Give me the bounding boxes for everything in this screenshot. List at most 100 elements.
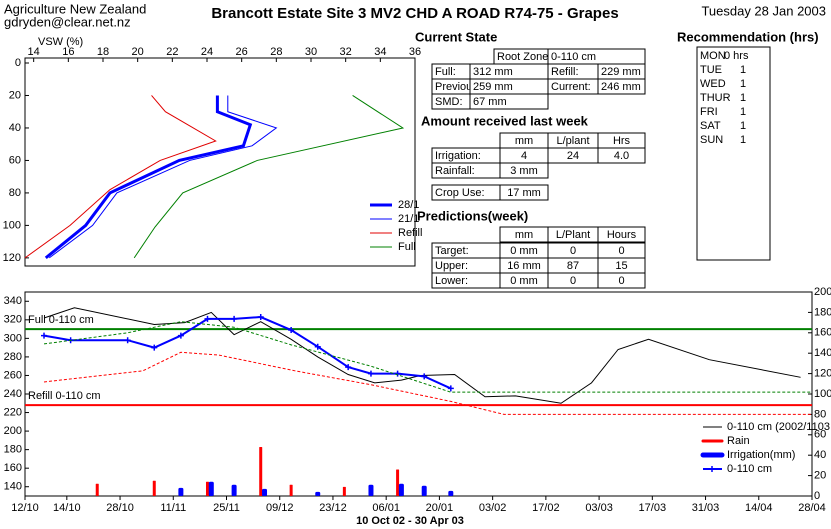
- legend-label: 28/1: [398, 199, 419, 211]
- cell-text: 0: [570, 245, 576, 257]
- cell-text: mm: [515, 229, 533, 241]
- cell-text: Hours: [607, 229, 637, 241]
- marker: [421, 373, 428, 380]
- bar: [262, 488, 268, 496]
- bar: [342, 486, 346, 496]
- x-tick-label: 25/11: [213, 502, 240, 514]
- bar: [315, 491, 321, 496]
- reference-label: Full 0-110 cm: [28, 314, 94, 326]
- marker: [345, 364, 352, 371]
- bar: [231, 484, 237, 496]
- marker: [314, 343, 321, 350]
- series-line: [43, 307, 801, 404]
- y-tick-label: 140: [4, 481, 22, 493]
- legend-label: 0-110 cm: [727, 463, 772, 475]
- series-line: [43, 351, 812, 415]
- y2-tick-label: 0: [814, 490, 820, 502]
- x-tick-label: 28/04: [798, 502, 826, 514]
- cell-text: Lower:: [435, 275, 468, 287]
- y-tick-label: 0: [15, 57, 21, 69]
- cell-text: 312 mm: [473, 66, 513, 78]
- y2-tick-label: 40: [814, 449, 826, 461]
- profile-line: [133, 95, 405, 259]
- day: SAT: [700, 120, 721, 132]
- legend-label: Full: [398, 241, 416, 253]
- legend-marker: [709, 466, 715, 472]
- x-tick-label: 34: [374, 46, 386, 58]
- heading: Recommendation (hrs): [677, 29, 819, 44]
- y-tick-label: 60: [9, 154, 21, 166]
- x-tick-label: 11/11: [160, 502, 186, 514]
- reference-label: Refill 0-110 cm: [28, 390, 101, 402]
- day: MON: [700, 50, 726, 62]
- series-line: [43, 321, 812, 393]
- heading: Amount received last week: [421, 113, 589, 128]
- y2-tick-label: 100: [814, 388, 831, 400]
- marker: [367, 370, 374, 377]
- x-tick-label: 22: [166, 46, 178, 58]
- y-tick-label: 320: [4, 314, 22, 326]
- x-tick-label: 23/12: [319, 502, 347, 514]
- cell-text: Previous:: [435, 81, 481, 93]
- x-tick-label: 20/01: [426, 502, 454, 514]
- y-tick-label: 340: [4, 295, 22, 307]
- cell-text: L/Plant: [556, 229, 590, 241]
- x-axis-label: 10 Oct 02 - 30 Apr 03: [356, 515, 464, 527]
- y2-tick-label: 20: [814, 470, 826, 482]
- bar: [396, 469, 400, 496]
- cell-text: Crop Use:: [435, 187, 485, 199]
- x-tick-label: 03/03: [585, 502, 613, 514]
- y-tick-label: 180: [4, 444, 22, 456]
- bar: [259, 447, 263, 496]
- cell-text: 4.0: [614, 150, 629, 162]
- legend-label: Irrigation(mm): [727, 449, 795, 461]
- x-tick-label: 28/10: [106, 502, 134, 514]
- cell-text: Root Zone:: [497, 51, 551, 63]
- x-axis-label: VSW (%): [38, 36, 83, 48]
- bar: [152, 480, 156, 496]
- y-tick-label: 280: [4, 351, 22, 363]
- cell-text: 0: [618, 275, 624, 287]
- y2-tick-label: 60: [814, 429, 826, 441]
- x-tick-label: 12/10: [11, 502, 39, 514]
- cell-text: Upper:: [435, 260, 468, 272]
- legend-label: Refill: [398, 227, 422, 239]
- marker: [231, 315, 238, 322]
- profile-line: [48, 95, 278, 259]
- cell-text: SMD:: [435, 96, 463, 108]
- legend-label: Rain: [727, 435, 750, 447]
- marker: [204, 315, 211, 322]
- x-tick-label: 16: [62, 46, 74, 58]
- cell-text: Current:: [551, 81, 591, 93]
- marker: [288, 327, 295, 334]
- x-tick-label: 28: [270, 46, 282, 58]
- bar: [208, 481, 214, 496]
- cell-text: 0: [618, 245, 624, 257]
- table-cell: [597, 272, 646, 289]
- marker: [124, 337, 131, 344]
- heading: Current State: [415, 29, 497, 44]
- y-tick-label: 20: [9, 89, 21, 101]
- x-tick-label: 30: [305, 46, 317, 58]
- day: SUN: [700, 134, 723, 146]
- x-tick-label: 18: [97, 46, 109, 58]
- table-cell: [597, 147, 646, 164]
- cell-text: 4: [521, 150, 527, 162]
- marker: [447, 385, 454, 392]
- cell-text: 24: [567, 150, 579, 162]
- heading: Predictions(week): [417, 208, 528, 223]
- table-cell: [597, 78, 646, 95]
- cell-text: Full:: [435, 66, 456, 78]
- x-tick-label: 31/03: [692, 502, 720, 514]
- y-tick-label: 300: [4, 332, 22, 344]
- day: THUR: [700, 92, 731, 104]
- y2-tick-label: 200: [814, 286, 831, 298]
- marker: [177, 332, 184, 339]
- y2-tick-label: 180: [814, 306, 831, 318]
- cell-text: 0 mm: [510, 245, 538, 257]
- y2-tick-label: 140: [814, 347, 831, 359]
- x-tick-label: 14/04: [745, 502, 773, 514]
- y2-tick-label: 80: [814, 408, 826, 420]
